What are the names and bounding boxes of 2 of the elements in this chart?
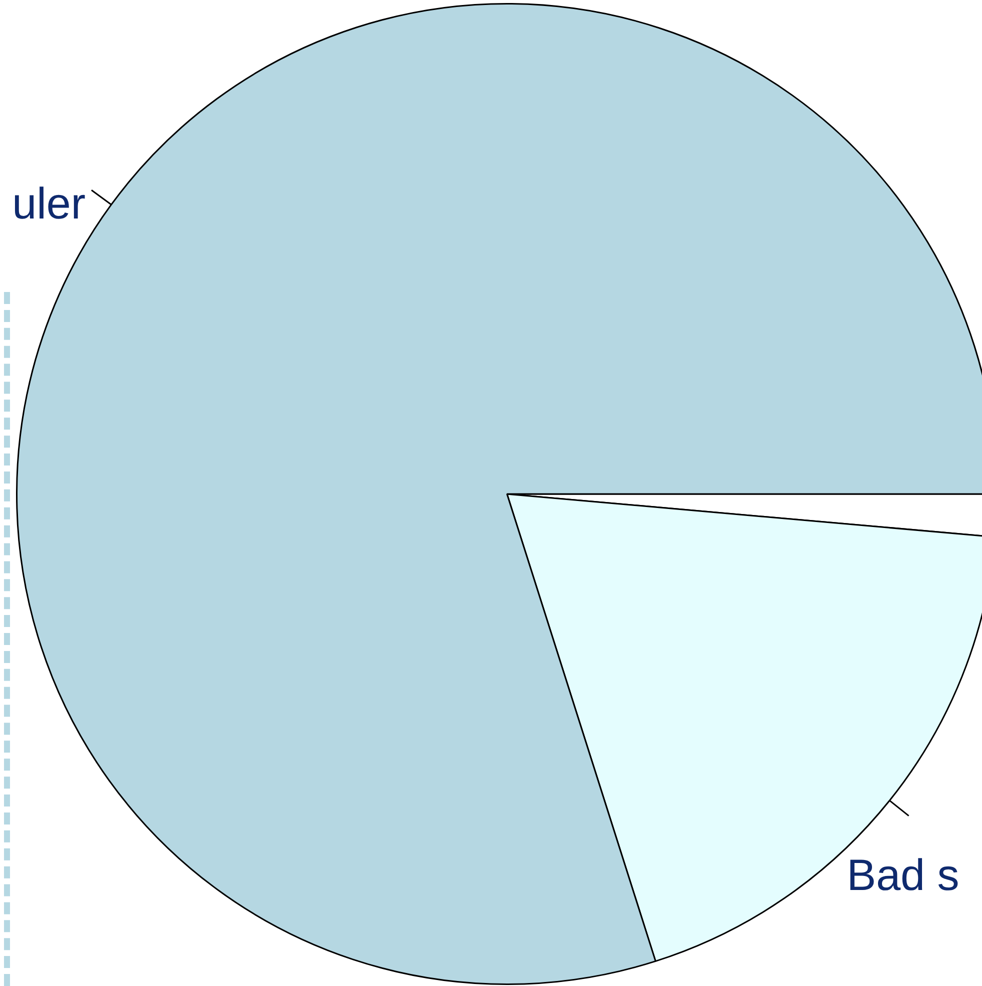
slice-label: uler — [12, 179, 86, 228]
slice-label: Bad s — [846, 850, 960, 900]
